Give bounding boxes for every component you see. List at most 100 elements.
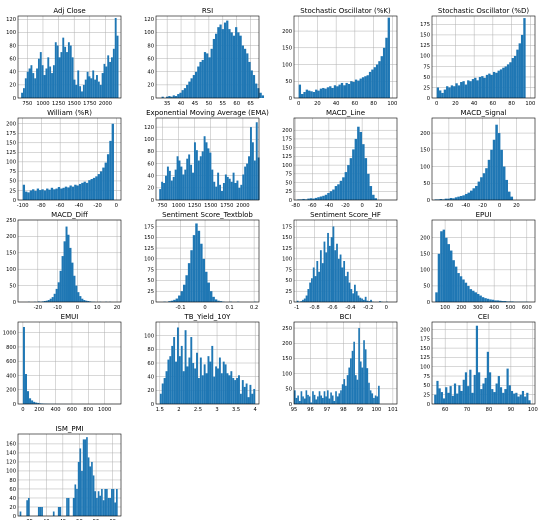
histogram-bar (456, 393, 459, 404)
histogram-bar (71, 57, 74, 98)
histogram-bar (186, 158, 189, 200)
histogram-bar (179, 92, 182, 98)
histogram-bar (58, 57, 61, 98)
histogram-bar (528, 400, 531, 404)
histogram-bar (209, 152, 212, 200)
subplot-title: Sentiment Score_HF (310, 211, 381, 219)
histogram-bar (356, 379, 359, 404)
histogram-bar (77, 70, 80, 98)
histogram-bar (330, 237, 333, 302)
y-tick-label: 50 (285, 278, 292, 284)
y-tick-label: 600 (6, 359, 16, 365)
histogram-bar (515, 392, 518, 404)
histogram-bar (213, 181, 216, 200)
histogram-bar (361, 298, 363, 302)
histogram-bar (246, 163, 249, 200)
x-tick-label: -40 (462, 203, 470, 209)
histogram-bar (309, 282, 312, 302)
histogram-bar (334, 250, 337, 302)
y-tick-label: 0 (151, 402, 154, 408)
histogram-bar (228, 375, 231, 404)
histogram-bar (112, 488, 115, 516)
y-tick-label: 100 (420, 268, 430, 274)
histogram-bar (501, 301, 504, 302)
histogram-bar (45, 300, 48, 302)
histogram-bar (102, 167, 105, 200)
histogram-bar (300, 301, 303, 302)
histogram-bar (39, 506, 42, 516)
histogram-bar (352, 149, 355, 200)
histogram-bar (111, 57, 113, 98)
histogram-bar (94, 79, 97, 98)
histogram-bar (219, 184, 222, 200)
x-tick-label: 300 (473, 305, 483, 311)
x-tick-label: 1250 (52, 101, 65, 107)
histogram-bar (57, 282, 60, 302)
histogram-bar (232, 35, 236, 98)
histogram-bar (182, 174, 185, 200)
histogram-bar (226, 176, 229, 200)
histogram-bar (469, 369, 472, 404)
subplot-william-r: 0 25 50 75 100 125 150 175 200 -100 -80 -60 -40 -20 0 W… (6, 109, 122, 209)
histogram-bar (59, 270, 62, 302)
histogram-bar (64, 46, 67, 98)
histogram-bar (214, 299, 218, 302)
histogram-bar (469, 289, 473, 302)
histogram-bar (317, 396, 319, 404)
histogram-bar (323, 391, 326, 404)
axes-frame (293, 219, 398, 303)
histogram-bar (71, 186, 75, 200)
histogram-bar (357, 295, 360, 302)
histogram-bar (99, 84, 102, 98)
histogram-bar (261, 95, 265, 98)
histogram-bar (60, 188, 63, 200)
x-tick-label: 0 (115, 203, 118, 209)
histogram-bar (75, 84, 78, 98)
histogram-bar (297, 395, 299, 404)
histogram-bar (378, 385, 380, 404)
histogram-bar (311, 278, 313, 302)
x-tick-label: 97 (324, 407, 331, 413)
y-tick-label: 0 (13, 402, 16, 408)
y-tick-label: 150 (282, 145, 292, 151)
histogram-bar (57, 506, 60, 516)
histogram-bar (69, 185, 72, 200)
histogram-bar (34, 190, 37, 200)
y-tick-label: 200 (6, 234, 16, 240)
y-tick-label: 60 (9, 56, 16, 62)
axes-frame (293, 117, 398, 201)
histogram-bar (220, 373, 223, 404)
axes-frame (155, 321, 260, 405)
histogram-bar (175, 298, 179, 302)
histogram-bar (217, 368, 219, 404)
y-tick-label: 0 (151, 198, 154, 204)
histogram-bar (504, 66, 507, 98)
x-tick-label: -60 (308, 203, 316, 209)
x-tick-label: 40 (471, 101, 478, 107)
histogram-bar (53, 293, 56, 302)
histogram-bar (22, 184, 26, 200)
histogram-bar (197, 160, 200, 200)
histogram-bar (464, 282, 468, 302)
histogram-bar (235, 27, 238, 98)
histogram-bar (458, 385, 461, 404)
x-tick-label: 100 (440, 305, 450, 311)
histogram-bar (41, 65, 44, 98)
histogram-bar (335, 391, 337, 404)
histogram-bar (57, 187, 61, 200)
histogram-bar (224, 364, 227, 404)
y-tick-label: 120 (6, 460, 16, 466)
histogram-bar (300, 391, 303, 404)
histogram-bar (48, 189, 51, 200)
histogram-bar (239, 35, 242, 98)
histogram-bar (440, 231, 443, 302)
x-tick-label: -60 (56, 203, 64, 209)
histogram-bar (36, 188, 40, 200)
histogram-bar (312, 391, 314, 404)
histogram-bar (168, 170, 171, 200)
histogram-bar (315, 89, 318, 98)
histogram-bar (178, 295, 181, 302)
histogram-bar (97, 491, 100, 516)
histogram-bar (244, 166, 247, 200)
